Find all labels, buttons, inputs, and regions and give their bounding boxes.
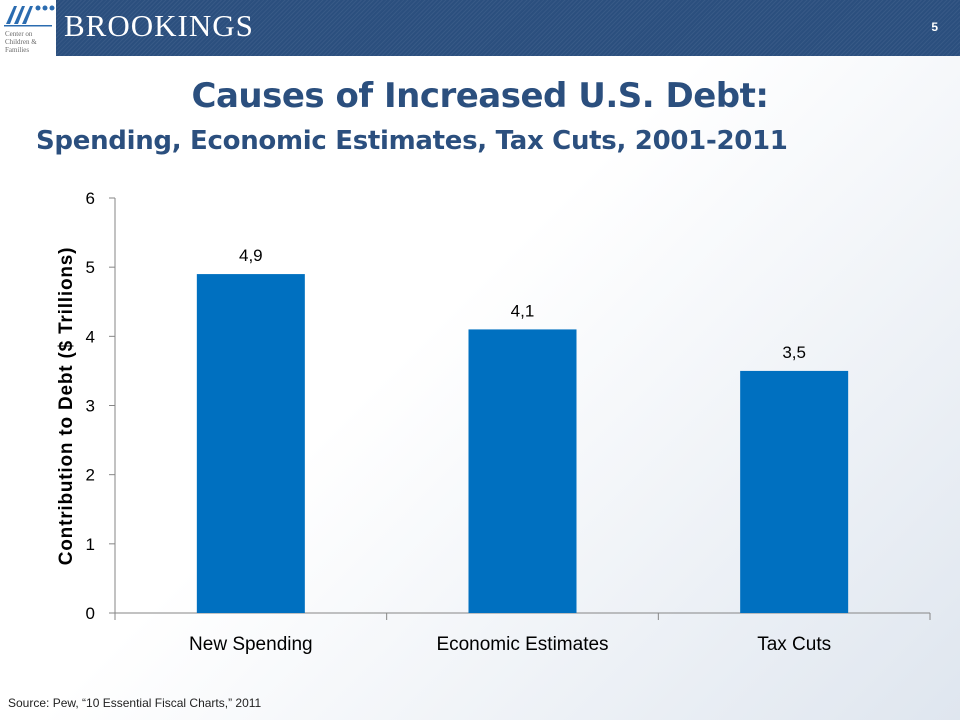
x-tick-label: Economic Estimates — [436, 634, 608, 655]
logo-org-line-3: Families — [5, 46, 30, 54]
y-tick-label: 6 — [86, 189, 95, 208]
y-tick-label: 4 — [86, 327, 95, 346]
x-tick-label: Tax Cuts — [757, 634, 831, 655]
bar — [196, 274, 305, 613]
bar-chart: Contribution to Debt ($ Trillions) 0 1 2 3 4… — [56, 189, 931, 655]
y-tick-label: 1 — [86, 535, 95, 554]
plot-area: 0 1 2 3 4 5 6 4,9 New Spending 4,1 Economic Estima… — [86, 189, 931, 655]
data-label: 4,9 — [239, 246, 263, 265]
data-label: 3,5 — [782, 343, 806, 362]
logo-figures-icon — [4, 5, 55, 27]
page-title: Causes of Increased U.S. Debt: — [191, 76, 769, 116]
y-tick-label: 2 — [86, 466, 95, 485]
source-note: Source: Pew, “10 Essential Fiscal Charts… — [8, 696, 262, 710]
x-tick-label: New Spending — [189, 634, 313, 655]
data-label: 4,1 — [511, 301, 535, 320]
logo-org-line-2: Children & — [5, 38, 37, 46]
y-tick-label: 3 — [86, 397, 95, 416]
page-number: 5 — [931, 20, 938, 34]
y-tick-label: 0 — [86, 604, 95, 623]
header-bar: Center on Children & Families BROOKINGS … — [0, 0, 960, 56]
bar — [468, 329, 577, 613]
logo-org-line-1: Center on — [5, 30, 33, 38]
y-tick-label: 5 — [86, 258, 95, 277]
page-subtitle: Spending, Economic Estimates, Tax Cuts, … — [36, 126, 788, 156]
brand-name: BROOKINGS — [64, 8, 254, 43]
y-axis-label: Contribution to Debt ($ Trillions) — [56, 247, 77, 566]
brookings-logo: Center on Children & Families — [0, 0, 56, 56]
bar — [740, 370, 849, 613]
